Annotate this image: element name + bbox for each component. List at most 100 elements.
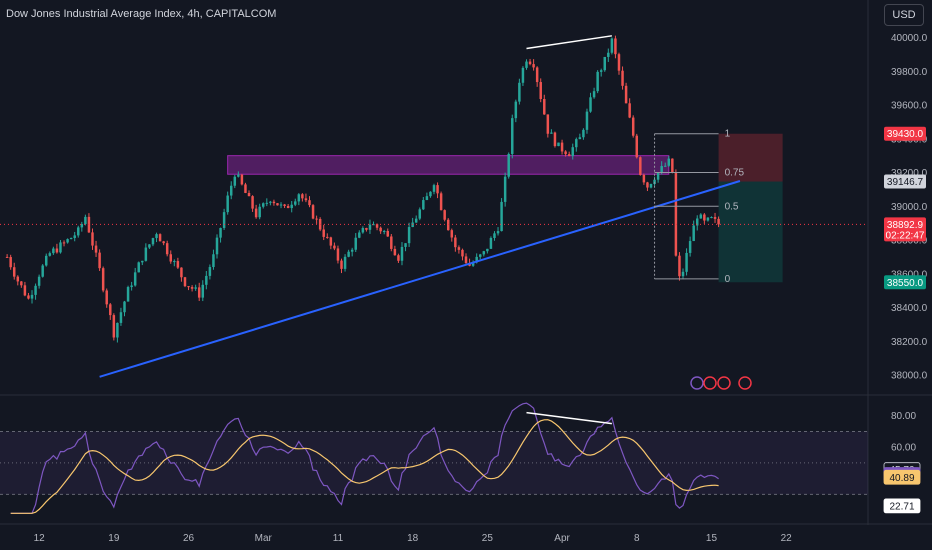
candle <box>713 217 717 219</box>
candle <box>333 245 336 249</box>
currency-button[interactable]: USD <box>884 4 924 26</box>
candle <box>226 195 229 213</box>
candle <box>454 237 457 248</box>
rsi-line <box>10 402 719 514</box>
candle <box>439 193 443 211</box>
candle <box>475 256 478 263</box>
time-tick-label: 19 <box>108 533 120 544</box>
time-tick-label: 8 <box>634 533 640 544</box>
candle <box>265 202 269 204</box>
candle <box>649 183 653 188</box>
candle <box>397 255 400 261</box>
candle <box>126 287 130 302</box>
time-axis: 12 19 26 Mar 11 18 25 Apr 8 15 22 <box>34 533 793 544</box>
candle <box>5 256 9 258</box>
candle <box>119 312 123 323</box>
candle <box>183 277 187 287</box>
candle <box>315 218 318 220</box>
candle <box>457 247 461 250</box>
candle <box>386 230 389 237</box>
candle <box>539 82 542 100</box>
candle <box>450 230 454 238</box>
candle <box>560 142 564 152</box>
candle <box>553 132 557 147</box>
fib-level-label: 1 <box>725 129 731 140</box>
candle <box>550 132 553 134</box>
candle <box>585 111 589 130</box>
rsi-tick-label: 60.00 <box>891 443 916 454</box>
candle <box>667 158 671 166</box>
price-tick-label: 38600.0 <box>891 269 928 280</box>
candle <box>717 218 720 225</box>
candle <box>521 67 525 83</box>
candle <box>286 205 290 209</box>
candle <box>379 227 382 232</box>
candle <box>180 267 183 278</box>
candle <box>194 287 197 289</box>
candle <box>564 151 567 155</box>
rsi-badge <box>883 498 921 514</box>
candle <box>368 224 372 230</box>
candle <box>696 218 699 226</box>
candle <box>272 201 276 204</box>
candle <box>710 217 713 219</box>
candle <box>208 267 212 276</box>
candle <box>642 174 646 183</box>
price-badge-value: 39146.7 <box>887 177 924 188</box>
candle <box>518 82 521 102</box>
candle <box>304 198 308 201</box>
candle <box>674 172 678 256</box>
candle <box>340 260 343 269</box>
candle <box>681 271 685 277</box>
candle <box>254 208 258 218</box>
candle <box>663 165 667 167</box>
candle <box>546 114 550 134</box>
candle <box>197 287 201 298</box>
candle <box>34 285 37 295</box>
candle <box>91 232 94 246</box>
rsi-divergence-line <box>526 411 612 425</box>
time-tick-label: Apr <box>554 533 570 544</box>
candle <box>55 248 59 253</box>
candle <box>393 248 397 256</box>
candle <box>639 157 642 175</box>
candle <box>628 103 631 118</box>
candle <box>489 237 493 249</box>
candle <box>219 227 222 238</box>
candle <box>354 237 357 250</box>
target-zone <box>718 181 783 283</box>
rsi-ma-line <box>10 419 719 514</box>
candle <box>699 214 703 219</box>
candle <box>496 231 500 234</box>
candle <box>212 254 215 268</box>
candle <box>404 243 407 247</box>
candle <box>101 268 105 291</box>
candle <box>52 248 55 254</box>
candle <box>12 267 16 277</box>
candle <box>343 256 347 269</box>
candle <box>148 244 151 248</box>
time-tick-label: Mar <box>255 533 273 544</box>
candle <box>201 284 205 298</box>
candle <box>80 224 84 228</box>
fib-level-label: 0.75 <box>725 168 745 179</box>
candle <box>631 117 635 136</box>
candle <box>215 237 219 255</box>
candle <box>493 233 496 238</box>
price-tick-label: 39000.0 <box>891 202 928 213</box>
candle <box>144 247 148 261</box>
fib-retracement: 1 0.75 0.5 0 <box>654 129 745 285</box>
candle <box>297 194 301 202</box>
candle <box>251 196 254 209</box>
candle <box>624 85 628 104</box>
fib-level-label: 0 <box>725 274 731 285</box>
price-tick-label: 40000.0 <box>891 33 928 44</box>
candle <box>137 262 140 273</box>
candle <box>176 261 180 268</box>
candle <box>400 246 404 261</box>
candle <box>116 322 119 338</box>
price-badge <box>884 217 926 242</box>
candle <box>646 182 649 188</box>
candle <box>656 172 660 180</box>
